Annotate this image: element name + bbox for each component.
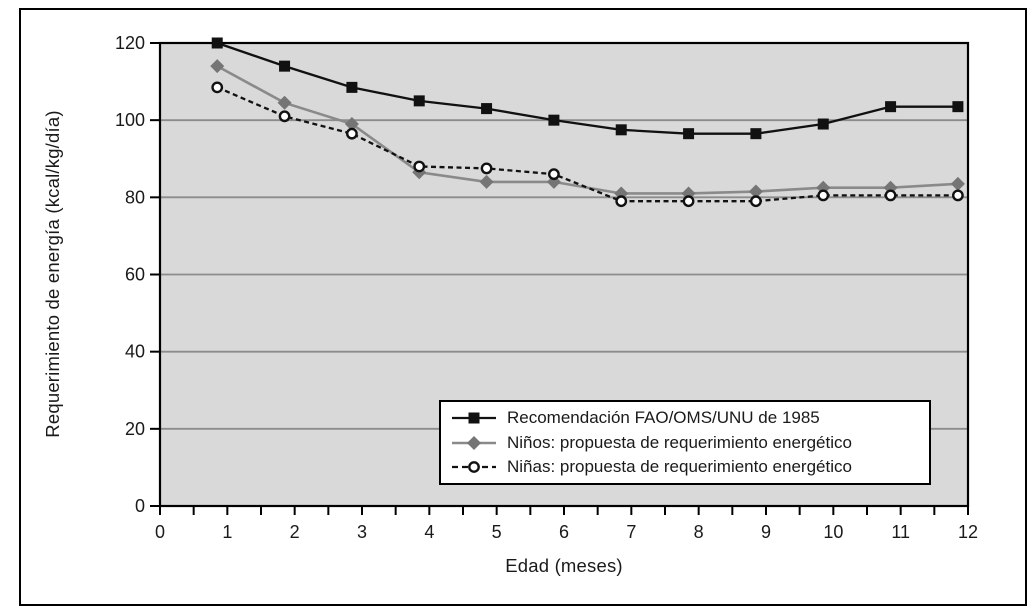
y-tick-label: 40 — [125, 342, 145, 362]
diamond-marker-icon — [277, 95, 292, 110]
figure-border — [19, 8, 1027, 606]
circle-marker-icon — [884, 189, 897, 202]
square-marker-icon — [481, 103, 493, 115]
circle-marker-icon — [413, 160, 426, 173]
legend: Recomendación FAO/OMS/UNU de 1985 Niños:… — [439, 400, 931, 485]
x-tick-label: 12 — [958, 522, 978, 542]
square-marker-icon — [346, 81, 358, 93]
y-tick-label: 0 — [135, 496, 145, 516]
x-axis-title: Edad (meses) — [505, 555, 623, 576]
square-marker-icon — [279, 60, 291, 72]
y-axis-title: Requerimiento de energía (kcal/kg/día) — [42, 110, 63, 438]
circle-marker-icon — [682, 195, 695, 208]
x-tick-label: 9 — [761, 522, 771, 542]
square-marker-icon — [211, 37, 223, 49]
x-tick-label: 0 — [155, 522, 165, 542]
diamond-marker-icon — [344, 117, 359, 132]
circle-marker-icon — [278, 110, 291, 123]
square-marker-icon — [750, 128, 762, 140]
circle-marker-icon — [548, 168, 560, 181]
square-marker-icon — [615, 124, 627, 136]
circle-marker-icon — [468, 461, 480, 474]
series-line-2 — [216, 86, 958, 203]
circle-marker-icon — [750, 195, 762, 208]
y-tick-label: 20 — [125, 419, 145, 439]
x-tick-label: 5 — [492, 522, 502, 542]
square-marker-icon — [548, 114, 560, 126]
x-tick-label: 4 — [424, 522, 434, 542]
legend-item-ninas: Niñas: propuesta de requerimiento energé… — [451, 455, 923, 479]
circle-marker-icon — [817, 189, 830, 202]
diamond-marker-icon — [748, 184, 763, 199]
legend-square-marker-icon — [452, 412, 496, 424]
legend-item-fao: Recomendación FAO/OMS/UNU de 1985 — [451, 406, 923, 430]
circle-marker-icon — [952, 189, 964, 202]
legend-diamond-marker-icon — [452, 435, 496, 450]
square-marker-icon — [817, 118, 829, 130]
circle-marker-icon — [345, 127, 358, 140]
y-tick-label: 120 — [115, 33, 145, 53]
x-tick-label: 1 — [222, 522, 232, 542]
y-tick-label: 80 — [125, 187, 145, 207]
circle-marker-icon — [615, 195, 628, 208]
circle-marker-icon — [211, 81, 224, 94]
legend-label: Niños: propuesta de requerimiento energé… — [507, 432, 852, 452]
diamond-marker-icon — [950, 176, 965, 191]
x-tick-label: 10 — [823, 522, 843, 542]
y-tick-label: 60 — [125, 265, 145, 285]
y-tick-label: 100 — [115, 110, 145, 130]
circle-marker-icon — [480, 162, 493, 175]
x-tick-label: 2 — [290, 522, 300, 542]
diamond-marker-icon — [479, 174, 494, 189]
diamond-marker-icon — [467, 435, 481, 450]
square-marker-icon — [885, 101, 897, 113]
legend-circle-marker-icon — [452, 461, 496, 474]
x-tick-label: 7 — [626, 522, 636, 542]
x-tick-label: 11 — [891, 522, 910, 542]
series-line-1 — [216, 65, 958, 195]
x-tick-label: 3 — [357, 522, 367, 542]
series-line-0 — [216, 41, 958, 135]
x-tick-label: 8 — [694, 522, 704, 542]
square-marker-icon — [413, 95, 425, 107]
x-tick-label: 6 — [559, 522, 569, 542]
square-marker-icon — [952, 101, 964, 113]
legend-label: Niñas: propuesta de requerimiento energé… — [507, 457, 852, 477]
diamond-marker-icon — [210, 59, 225, 74]
square-marker-icon — [468, 412, 480, 424]
legend-item-ninos: Niños: propuesta de requerimiento energé… — [451, 431, 923, 455]
square-marker-icon — [683, 128, 695, 140]
legend-label: Recomendación FAO/OMS/UNU de 1985 — [507, 407, 820, 427]
